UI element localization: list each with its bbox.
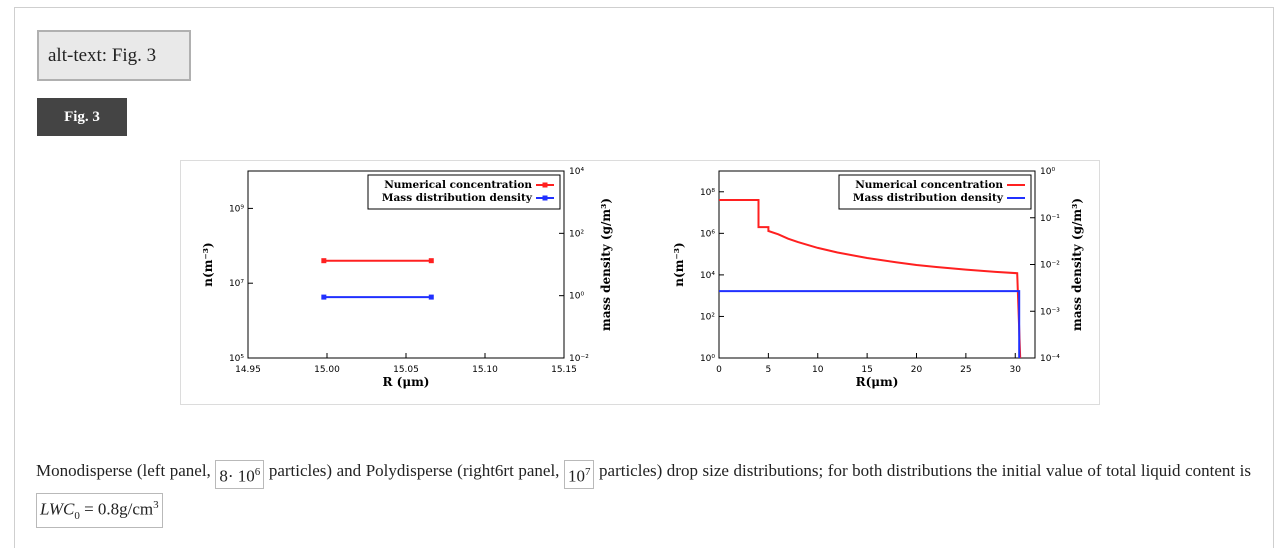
left-series-mass-density-marker: [428, 294, 434, 300]
left-legend-box: [367, 174, 561, 210]
lwc-formula: LWC0 = 0.8g/cm3: [36, 493, 163, 529]
lwc-exponent: 3: [153, 499, 159, 512]
left-x-tick-label: 15.15: [551, 365, 577, 375]
left-y-tick-label: 10⁷: [229, 279, 244, 289]
left-x-tick-label: 15.10: [472, 365, 498, 375]
left-legend-marker: [542, 182, 548, 188]
right-y-tick-label: 10⁸: [700, 188, 715, 198]
right-y-tick-label: 10²: [700, 312, 715, 322]
right-y-tick-label: 10⁶: [700, 229, 715, 239]
caption-text-3: particles) drop size distributions; for …: [594, 461, 1251, 480]
right-x-tick-label: 25: [960, 365, 971, 375]
right-y2-tick-label: 10⁻³: [1040, 307, 1060, 317]
right-x-tick-label: 5: [766, 365, 772, 375]
figure-label: Fig. 3: [37, 98, 127, 136]
left-y2-tick-label: 10⁰: [569, 292, 584, 302]
right-x-axis-label: R(μm): [856, 375, 899, 389]
right-y-tick-label: 10⁰: [700, 354, 715, 364]
left-x-axis-label: R (μm): [383, 375, 430, 389]
left-legend-marker: [542, 195, 548, 201]
caption-text-1: Monodisperse (left panel,: [36, 461, 216, 480]
right-x-tick-label: 10: [812, 365, 824, 375]
alt-text-box: alt-text: Fig. 3: [37, 30, 191, 81]
particle-count-right-exp: 7: [584, 466, 591, 479]
left-y-axis-label: n(m⁻³): [201, 242, 215, 286]
right-y2-axis-label: mass density (g/m³): [1070, 198, 1084, 331]
right-x-tick-label: 20: [911, 365, 923, 375]
figure-caption: Monodisperse (left panel, 8· 106 particl…: [36, 456, 1251, 529]
particle-count-right-base: 10: [567, 467, 585, 486]
right-y2-tick-label: 10⁰: [1040, 167, 1055, 177]
particle-count-left: 8· 106: [215, 460, 265, 489]
right-series-concentration-line: [719, 199, 1022, 359]
lwc-value: = 0.8g/cm: [79, 500, 154, 519]
left-x-tick-label: 15.00: [314, 365, 340, 375]
particle-count-left-exp: 6: [254, 466, 261, 479]
right-series-mass-density-line: [719, 290, 1021, 358]
right-y2-tick-label: 10⁻²: [1040, 261, 1060, 271]
left-legend-label: Mass distribution density: [382, 192, 533, 204]
left-series-concentration-marker: [428, 258, 434, 264]
right-x-tick-label: 30: [1010, 365, 1022, 375]
right-legend-label: Numerical concentration: [855, 179, 1003, 191]
right-legend-box: [838, 174, 1032, 210]
particle-count-right: 107: [563, 460, 595, 489]
left-y2-tick-label: 10²: [569, 229, 584, 239]
lwc-subscript: 0: [74, 510, 80, 523]
right-x-tick-label: 0: [716, 365, 722, 375]
left-x-tick-label: 14.95: [235, 365, 261, 375]
left-y-tick-label: 10⁵: [229, 354, 244, 364]
caption-text-2: particles) and Polydisperse (right6rt pa…: [264, 461, 564, 480]
right-y-tick-label: 10⁴: [700, 271, 715, 281]
figure-image: 14.95 15.00 15.05 15.10 15.15 10⁵ 10⁷ 10⁹ 10⁻² 10…: [180, 160, 1100, 405]
lwc-variable: LWC: [40, 500, 75, 519]
left-legend-label: Numerical concentration: [384, 179, 532, 191]
left-y2-tick-label: 10⁴: [569, 167, 584, 177]
right-y2-tick-label: 10⁻⁴: [1040, 354, 1060, 364]
particle-count-left-base: 8· 10: [219, 467, 255, 486]
right-y-axis-label: n(m⁻³): [672, 242, 686, 286]
right-y2-tick-label: 10⁻¹: [1040, 214, 1060, 224]
left-y2-axis-label: mass density (g/m³): [599, 198, 613, 331]
left-y2-tick-label: 10⁻²: [569, 354, 589, 364]
left-y-tick-label: 10⁹: [229, 204, 244, 214]
left-x-tick-label: 15.05: [393, 365, 419, 375]
right-legend-label: Mass distribution density: [853, 192, 1004, 204]
left-series-mass-density-marker: [321, 294, 327, 300]
figure-plots: 14.95 15.00 15.05 15.10 15.15 10⁵ 10⁷ 10⁹ 10⁻² 10…: [201, 167, 1084, 389]
right-x-tick-label: 15: [861, 365, 872, 375]
left-series-concentration-marker: [321, 258, 327, 264]
